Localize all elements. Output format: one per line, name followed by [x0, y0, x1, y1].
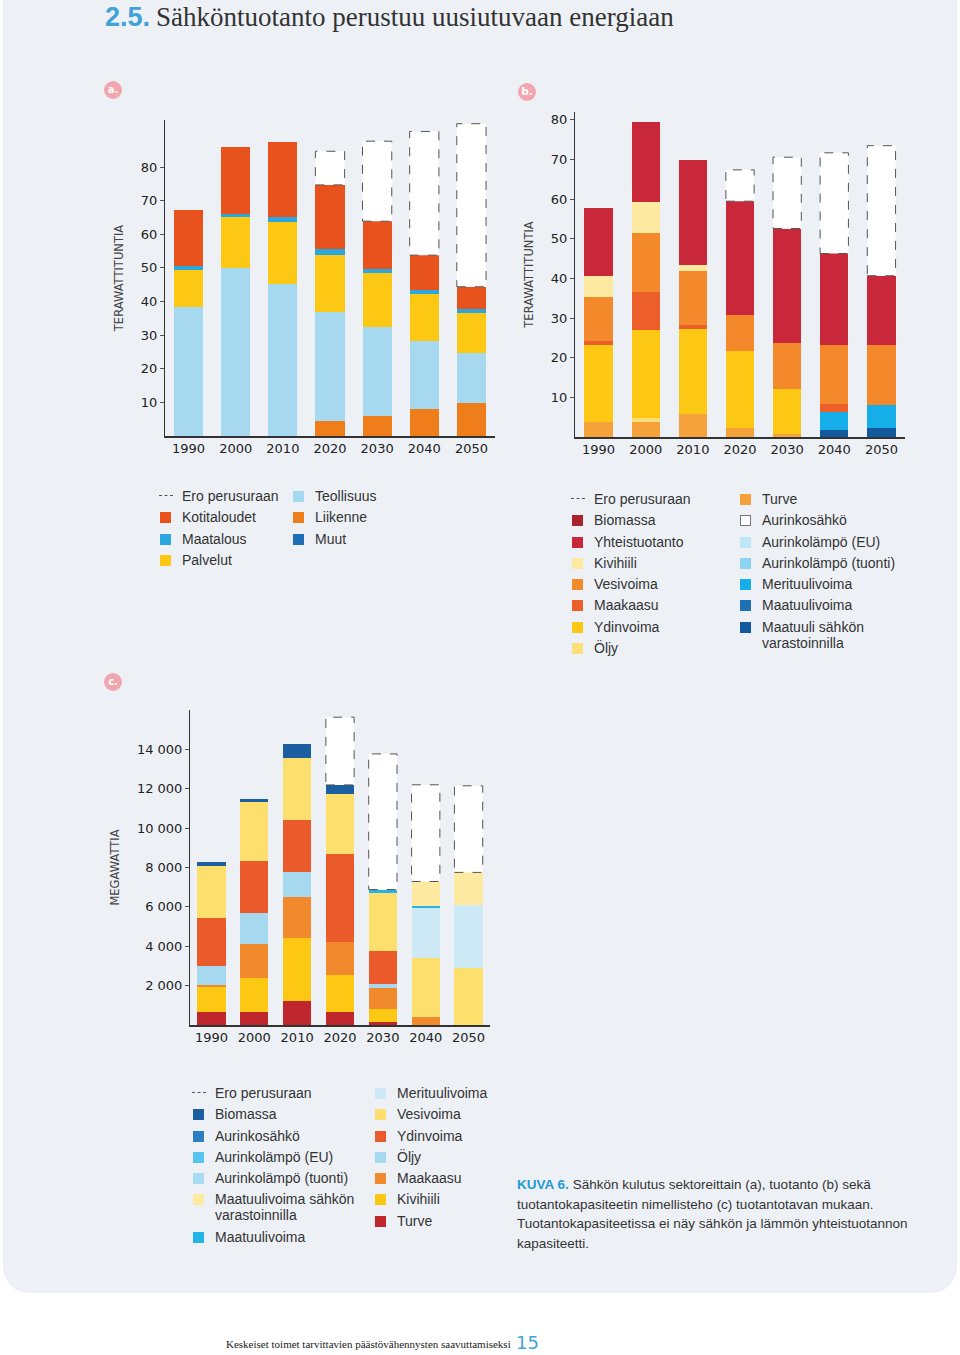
svg-text:2030: 2030 [366, 1030, 399, 1045]
svg-text:2040: 2040 [409, 1030, 442, 1045]
svg-text:2020: 2020 [723, 442, 756, 457]
svg-text:60: 60 [551, 192, 568, 207]
html-text:Maatuulivoima: Maatuulivoima [215, 1228, 306, 1245]
html-text:Turve: Turve [762, 491, 798, 507]
svg-text:2000: 2000 [629, 442, 662, 457]
html-text:Ydinvoima: Ydinvoima [594, 618, 660, 635]
svg-text:50: 50 [141, 260, 158, 275]
html-text:Palvelut: Palvelut [182, 551, 232, 568]
html-text:Yhteistuotanto: Yhteistuotanto [594, 533, 684, 550]
html-text:Maatalous: Maatalous [182, 530, 247, 547]
svg-text:30: 30 [551, 311, 568, 326]
html-text:Maakaasu: Maakaasu [594, 597, 659, 614]
html-text:Ero perusuraan: Ero perusuraan [594, 491, 691, 507]
svg-text:2010: 2010 [266, 441, 299, 456]
svg-text:2010: 2010 [281, 1030, 314, 1045]
html-text:Aurinkolämpö (EU): Aurinkolämpö (EU) [215, 1148, 334, 1165]
svg-text:8 000: 8 000 [145, 860, 182, 875]
html-text:2.5. Sähköntuotanto perustuu u: 2.5. Sähköntuotanto perustuu uusiutuvaan… [105, 2, 674, 32]
svg-text:2000: 2000 [238, 1030, 271, 1045]
svg-text:1990: 1990 [195, 1030, 228, 1045]
svg-text:2010: 2010 [676, 442, 709, 457]
svg-text:2040: 2040 [818, 442, 851, 457]
html-text:Ero perusuraan: Ero perusuraan [215, 1085, 312, 1101]
svg-text:TERAWATTITUNTIA: TERAWATTITUNTIA [522, 221, 536, 328]
svg-text:2000: 2000 [219, 441, 252, 456]
html-text:Teollisuus: Teollisuus [315, 488, 377, 504]
html-text:Kivihiili: Kivihiili [594, 554, 637, 571]
svg-text:MEGAWATTIA: MEGAWATTIA [108, 829, 122, 905]
html-text:Biomassa: Biomassa [594, 512, 656, 529]
svg-text:2020: 2020 [323, 1030, 356, 1045]
svg-text:6 000: 6 000 [145, 899, 182, 914]
svg-text:2050: 2050 [865, 442, 898, 457]
html-text:Aurinkosähkö: Aurinkosähkö [215, 1127, 300, 1144]
html-text:Vesivoima: Vesivoima [397, 1106, 461, 1123]
svg-text:40: 40 [551, 271, 568, 286]
html-text:KUVA 6. Sähkön kulutus sektore: KUVA 6. Sähkön kulutus sektoreittain (a)… [517, 1177, 908, 1251]
svg-text:30: 30 [141, 328, 158, 343]
svg-text:1990: 1990 [172, 441, 205, 456]
svg-text:10 000: 10 000 [137, 821, 183, 836]
svg-text:10: 10 [551, 390, 568, 405]
svg-text:2050: 2050 [452, 1030, 485, 1045]
svg-text:70: 70 [141, 193, 158, 208]
html-text:Ero perusuraan: Ero perusuraan [182, 488, 279, 504]
html-text:Maakaasu: Maakaasu [397, 1170, 462, 1187]
svg-text:4 000: 4 000 [145, 939, 182, 954]
svg-text:40: 40 [141, 294, 158, 309]
svg-text:50: 50 [551, 231, 568, 246]
html-text:Aurinkolämpö (EU): Aurinkolämpö (EU) [762, 533, 881, 550]
svg-text:70: 70 [551, 152, 568, 167]
html-text:Maatuuli sähkön varastoinnilla: Maatuuli sähkön varastoinnilla [762, 618, 864, 651]
svg-text:14 000: 14 000 [137, 742, 183, 757]
html-text:Biomassa: Biomassa [215, 1106, 277, 1123]
html-text:Merituulivoima: Merituulivoima [397, 1085, 488, 1101]
html-text:Kivihiili: Kivihiili [397, 1191, 440, 1208]
svg-text:2030: 2030 [361, 441, 394, 456]
svg-text:2 000: 2 000 [145, 978, 182, 993]
svg-text:10: 10 [141, 395, 158, 410]
html-text:Liikenne: Liikenne [315, 509, 368, 526]
html-text:Aurinkolämpö (tuonti): Aurinkolämpö (tuonti) [762, 554, 896, 571]
svg-text:12 000: 12 000 [137, 781, 183, 796]
svg-text:1990: 1990 [582, 442, 615, 457]
html-text:Keskeiset toimet tarvittavien: Keskeiset toimet tarvittavien päästövähe… [226, 1332, 539, 1353]
html-text:Turve: Turve [397, 1212, 433, 1229]
html-text:b.: b. [521, 86, 533, 97]
svg-text:20: 20 [141, 361, 158, 376]
html-text:a.: a. [107, 84, 119, 95]
svg-text:20: 20 [551, 350, 568, 365]
html-text:Aurinkolämpö (tuonti): Aurinkolämpö (tuonti) [215, 1170, 349, 1187]
html-text:Maatuulivoima sähkön varastoin: Maatuulivoima sähkön varastoinnilla [215, 1191, 355, 1224]
svg-text:60: 60 [141, 227, 158, 242]
html-text:Kotitaloudet: Kotitaloudet [182, 509, 256, 526]
html-text:Ydinvoima: Ydinvoima [397, 1127, 463, 1144]
svg-text:2030: 2030 [771, 442, 804, 457]
html-text:Öljy: Öljy [594, 640, 619, 657]
html-text:Aurinkosähkö: Aurinkosähkö [762, 512, 847, 529]
html-text:c.: c. [108, 676, 118, 687]
html-text:Vesivoima: Vesivoima [594, 576, 658, 593]
svg-text:80: 80 [141, 160, 158, 175]
html-text:Muut: Muut [315, 530, 347, 547]
html-text:Maatuulivoima: Maatuulivoima [762, 597, 853, 614]
html-text:Öljy: Öljy [397, 1148, 422, 1165]
svg-text:80: 80 [551, 112, 568, 127]
svg-text:2050: 2050 [455, 441, 488, 456]
svg-text:TERAWATTITUNTIA: TERAWATTITUNTIA [112, 225, 126, 332]
html-text:Merituulivoima: Merituulivoima [762, 576, 853, 593]
svg-text:2040: 2040 [408, 441, 441, 456]
svg-text:2020: 2020 [313, 441, 346, 456]
